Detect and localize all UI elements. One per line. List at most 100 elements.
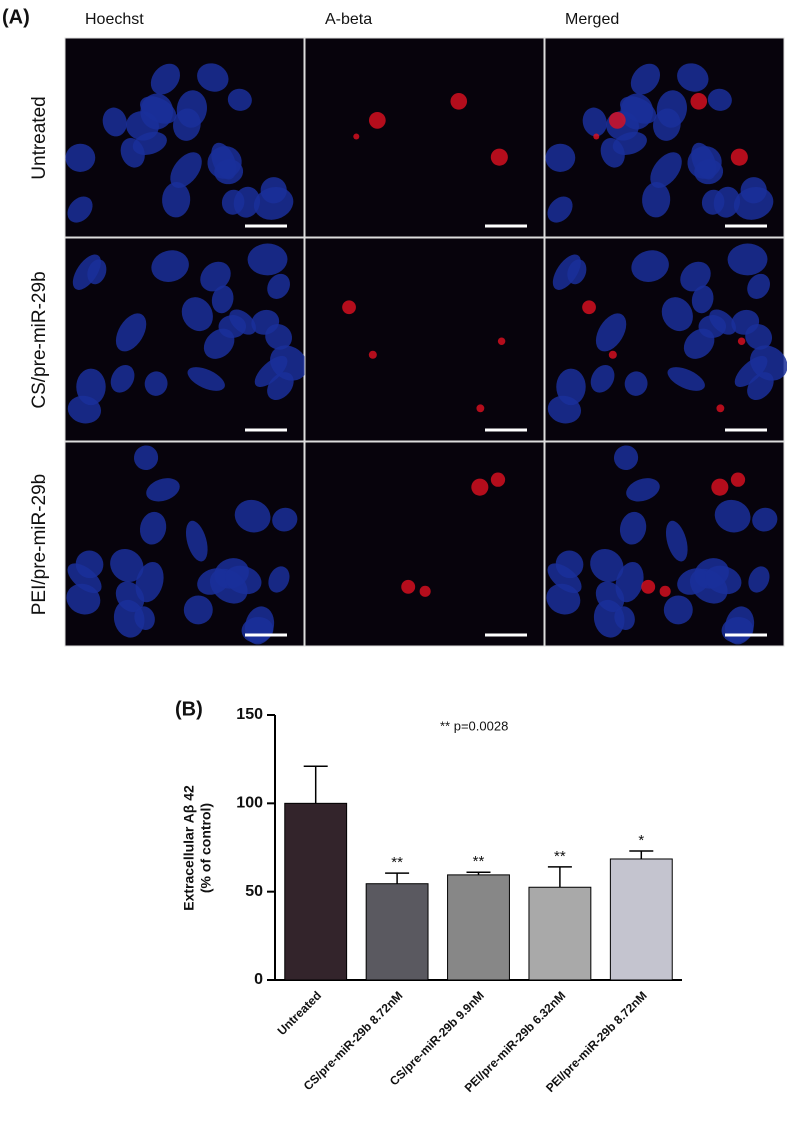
nucleus bbox=[707, 88, 732, 111]
nucleus bbox=[139, 511, 167, 545]
nucleus bbox=[267, 273, 290, 299]
nucleus bbox=[110, 548, 144, 583]
nucleus bbox=[229, 309, 256, 335]
significance: ** bbox=[391, 854, 403, 871]
nucleus bbox=[600, 137, 625, 168]
nucleus bbox=[687, 146, 722, 179]
nucleus bbox=[547, 196, 573, 223]
nucleus bbox=[268, 566, 290, 593]
significance: * bbox=[638, 832, 644, 849]
signal bbox=[730, 148, 748, 166]
nucleus bbox=[663, 595, 693, 625]
signal bbox=[471, 478, 489, 496]
nucleus bbox=[227, 88, 252, 111]
panel-label: (A) bbox=[2, 6, 30, 28]
nucleus bbox=[110, 364, 135, 393]
nucleus bbox=[642, 182, 671, 218]
y-tick-label: 150 bbox=[236, 706, 263, 723]
nucleus bbox=[713, 186, 741, 218]
nucleus bbox=[87, 259, 107, 285]
signal bbox=[368, 111, 386, 129]
nucleus bbox=[134, 606, 155, 630]
nucleus bbox=[133, 445, 159, 471]
nucleus bbox=[150, 63, 181, 95]
y-tick-label: 0 bbox=[254, 971, 263, 988]
x-tick-label: CS/pre-miR-29b 9.9nM bbox=[387, 988, 487, 1088]
nucleus bbox=[709, 309, 736, 335]
signal bbox=[690, 93, 708, 110]
nucleus bbox=[727, 243, 768, 276]
signal bbox=[476, 404, 485, 413]
signal bbox=[659, 585, 671, 597]
y-tick-label: 100 bbox=[236, 795, 263, 812]
significance: ** bbox=[473, 853, 485, 870]
nucleus bbox=[247, 243, 288, 276]
nucleus bbox=[272, 507, 298, 532]
nucleus bbox=[624, 371, 648, 396]
nucleus bbox=[595, 313, 627, 352]
nucleus bbox=[619, 511, 647, 545]
x-label-group: CS/pre-miR-29b 9.9nM bbox=[387, 988, 487, 1088]
signal bbox=[641, 579, 656, 594]
signal bbox=[490, 472, 506, 487]
nucleus bbox=[556, 368, 586, 406]
nucleus bbox=[187, 367, 225, 391]
signal bbox=[737, 337, 746, 345]
bar bbox=[284, 802, 348, 981]
nucleus bbox=[555, 550, 584, 579]
signal bbox=[608, 350, 617, 359]
nucleus bbox=[185, 520, 208, 562]
nucleus bbox=[211, 285, 234, 314]
nucleus bbox=[582, 107, 607, 137]
nucleus bbox=[234, 499, 271, 533]
nucleus bbox=[207, 146, 242, 179]
signal bbox=[497, 337, 506, 345]
row-label-group: Untreated bbox=[29, 96, 50, 179]
nucleus bbox=[545, 143, 576, 172]
nucleus bbox=[162, 182, 191, 218]
nucleus bbox=[683, 328, 715, 359]
nucleus bbox=[76, 368, 106, 406]
bar bbox=[609, 858, 673, 981]
nucleus bbox=[630, 63, 661, 95]
nucleus bbox=[691, 285, 714, 314]
signal bbox=[593, 133, 600, 140]
bar bbox=[365, 883, 429, 981]
nucleus bbox=[265, 324, 293, 350]
x-label-group: Untreated bbox=[275, 988, 325, 1038]
nucleus bbox=[151, 250, 189, 282]
nucleus bbox=[146, 478, 180, 502]
signal bbox=[711, 478, 729, 496]
nucleus bbox=[653, 108, 681, 141]
row-label: Untreated bbox=[29, 96, 50, 179]
y-tick-label: 50 bbox=[245, 883, 263, 900]
nucleus bbox=[620, 93, 654, 130]
nucleus bbox=[65, 143, 96, 172]
nucleus bbox=[102, 107, 127, 137]
nucleus bbox=[745, 324, 773, 350]
nucleus bbox=[547, 563, 582, 594]
micrograph bbox=[304, 441, 545, 647]
nucleus bbox=[677, 63, 709, 92]
nucleus bbox=[590, 548, 624, 583]
nucleus bbox=[67, 563, 102, 594]
row-label-group: PEI/pre-miR-29b bbox=[29, 474, 50, 616]
nucleus bbox=[140, 93, 174, 130]
nucleus bbox=[200, 261, 231, 292]
nucleus bbox=[197, 63, 229, 92]
nucleus bbox=[650, 152, 682, 188]
nucleus bbox=[734, 355, 768, 388]
nucleus bbox=[203, 328, 235, 359]
signal bbox=[342, 300, 356, 315]
y-axis-label: (% of control) bbox=[198, 803, 214, 893]
nucleus bbox=[75, 550, 104, 579]
y-axis-label: Extracellular Aβ 42 bbox=[181, 785, 197, 911]
nucleus bbox=[181, 297, 213, 332]
nucleus bbox=[680, 261, 711, 292]
nucleus bbox=[667, 367, 705, 391]
signal bbox=[582, 300, 596, 315]
nucleus bbox=[613, 445, 639, 471]
nucleus bbox=[173, 108, 201, 141]
column-label: Merged bbox=[565, 11, 619, 28]
